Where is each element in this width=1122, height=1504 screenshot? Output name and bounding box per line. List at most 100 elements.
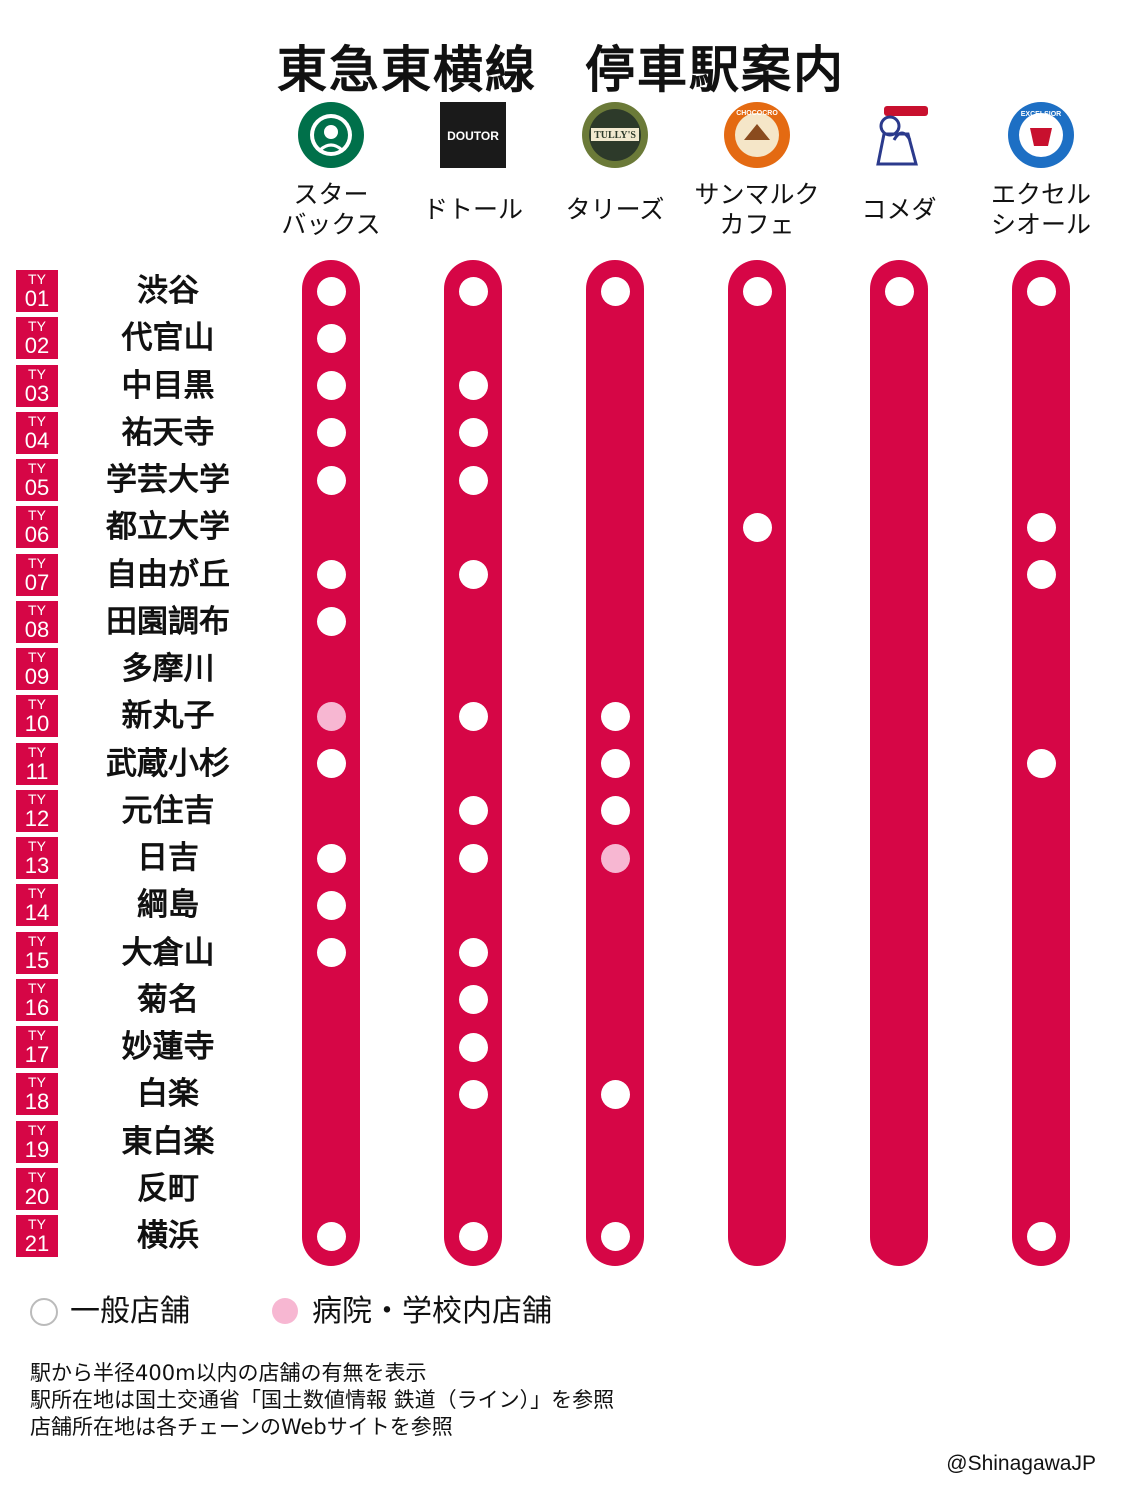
legend-general-dot xyxy=(30,1298,58,1326)
station-code-prefix: TY xyxy=(28,507,46,524)
general-store-dot xyxy=(458,1032,488,1062)
station-name: 綱島 xyxy=(137,887,199,924)
station-code-prefix: TY xyxy=(28,365,46,382)
station-code-badge: TY 01 xyxy=(16,270,58,312)
general-store-dot xyxy=(1026,560,1056,589)
footnotes: 駅から半径400m以内の店舗の有無を表示 駅所在地は国土交通省「国土数値情報 鉄… xyxy=(30,1360,614,1441)
station-code-prefix: TY xyxy=(28,1027,46,1043)
station-name: 武蔵小杉 xyxy=(106,745,230,782)
station-code-badge: TY 16 xyxy=(16,978,58,1021)
general-store-dot xyxy=(316,1221,346,1251)
station-code-number: 16 xyxy=(24,994,50,1020)
svg-text:EXCELSIOR: EXCELSIOR xyxy=(1021,111,1061,118)
station-name: 元住吉 xyxy=(121,792,215,829)
general-store-dot xyxy=(600,1221,630,1251)
footnote-radius: 駅から半径400m以内の店舗の有無を表示 xyxy=(30,1361,427,1385)
station-code-number: 11 xyxy=(25,758,49,784)
general-store-dot xyxy=(1026,276,1056,306)
chain-header: EXCELSIOR エクセル シオール xyxy=(976,100,1106,239)
title-subtitle: 停車駅案内 xyxy=(585,41,845,99)
station-name: 渋谷 xyxy=(137,273,199,309)
station-code-badge: TY 02 xyxy=(16,317,58,360)
general-store-dot xyxy=(458,938,488,967)
general-store-dot xyxy=(458,276,488,306)
station-code-prefix: TY xyxy=(28,979,46,996)
chain-availability-bar xyxy=(444,260,502,1266)
station-code-number: 13 xyxy=(24,853,50,878)
station-code-number: 17 xyxy=(24,1042,50,1067)
station-code-number: 07 xyxy=(24,569,50,595)
station-code-badge: TY 15 xyxy=(16,931,58,974)
station-name: 日吉 xyxy=(137,840,199,876)
st-marc-cafe-logo-icon: CHOCOCRO xyxy=(722,100,792,170)
chain-header: スター バックス xyxy=(266,100,396,239)
chain-header: CHOCOCRO サンマルク カフェ xyxy=(692,100,822,239)
chain-name-label: エクセル シオール xyxy=(990,180,1091,239)
station-code-badge: TY 04 xyxy=(16,411,58,454)
tullys-logo-icon: TULLY'S xyxy=(580,100,650,170)
station-name: 代官山 xyxy=(121,320,215,357)
general-store-dot xyxy=(600,796,630,826)
general-store-dot xyxy=(884,276,914,306)
chain-name-label: コメダ xyxy=(861,195,937,224)
svg-text:CHOCOCRO: CHOCOCRO xyxy=(736,110,778,117)
station-code-prefix: TY xyxy=(28,412,46,429)
station-code-prefix: TY xyxy=(28,1121,46,1138)
station-name: 白楽 xyxy=(137,1076,199,1113)
station-code-badge: TY 11 xyxy=(16,742,58,785)
chain-availability-bar xyxy=(728,260,786,1266)
general-store-dot xyxy=(742,276,772,306)
station-code-prefix: TY xyxy=(28,460,46,476)
station-name: 学芸大学 xyxy=(106,462,230,498)
author-credit: @ShinagawaJP xyxy=(946,1452,1096,1475)
station-name: 反町 xyxy=(137,1170,199,1207)
station-code-number: 08 xyxy=(24,616,50,642)
station-code-number: 21 xyxy=(24,1231,50,1256)
general-store-dot xyxy=(1026,1221,1056,1251)
station-code-number: 10 xyxy=(24,711,50,737)
general-store-dot xyxy=(316,276,346,306)
station-code-badge: TY 03 xyxy=(16,364,58,407)
station-code-badge: TY 17 xyxy=(16,1026,58,1068)
station-name: 新丸子 xyxy=(121,698,215,735)
general-store-dot xyxy=(458,465,488,495)
general-store-dot xyxy=(316,371,346,400)
starbucks-logo-icon xyxy=(296,100,366,170)
station-name: 菊名 xyxy=(137,981,199,1018)
chain-name-label: タリーズ xyxy=(565,195,665,224)
general-store-dot xyxy=(458,1079,488,1109)
footnote-store-source: 店舗所在地は各チェーンのWebサイトを参照 xyxy=(30,1415,453,1439)
general-store-dot xyxy=(458,796,488,826)
station-code-prefix: TY xyxy=(28,554,46,571)
station-code-prefix: TY xyxy=(28,838,46,854)
chain-availability-bar xyxy=(870,260,928,1266)
title-line-name: 東急東横線 xyxy=(277,41,537,99)
legend-general-label: 一般店舗 xyxy=(70,1294,190,1329)
station-code-prefix: TY xyxy=(28,932,46,949)
general-store-dot xyxy=(458,371,488,400)
general-store-dot xyxy=(458,985,488,1015)
station-code-number: 09 xyxy=(24,664,50,689)
general-store-dot xyxy=(458,560,488,589)
station-code-number: 02 xyxy=(24,333,50,359)
station-code-badge: TY 13 xyxy=(16,837,58,879)
page-title: 東急東横線 停車駅案内 xyxy=(0,30,1122,102)
station-code-number: 20 xyxy=(24,1183,50,1209)
chain-header: DOUTOR ドトール xyxy=(408,100,538,224)
station-code-badge: TY 14 xyxy=(16,884,58,927)
general-store-dot xyxy=(316,418,346,448)
station-code-badge: TY 21 xyxy=(16,1215,58,1257)
station-code-number: 06 xyxy=(24,522,50,548)
station-code-badge: TY 09 xyxy=(16,648,58,690)
general-store-dot xyxy=(316,323,346,353)
general-store-dot xyxy=(316,560,346,589)
station-code-number: 15 xyxy=(24,947,50,973)
general-store-dot xyxy=(458,418,488,448)
station-code-number: 03 xyxy=(24,380,50,406)
station-name: 横浜 xyxy=(137,1218,199,1254)
station-code-badge: TY 05 xyxy=(16,459,58,501)
station-code-number: 19 xyxy=(24,1136,50,1162)
station-code-prefix: TY xyxy=(28,790,46,807)
general-store-dot xyxy=(742,512,772,542)
general-store-dot xyxy=(316,465,346,495)
